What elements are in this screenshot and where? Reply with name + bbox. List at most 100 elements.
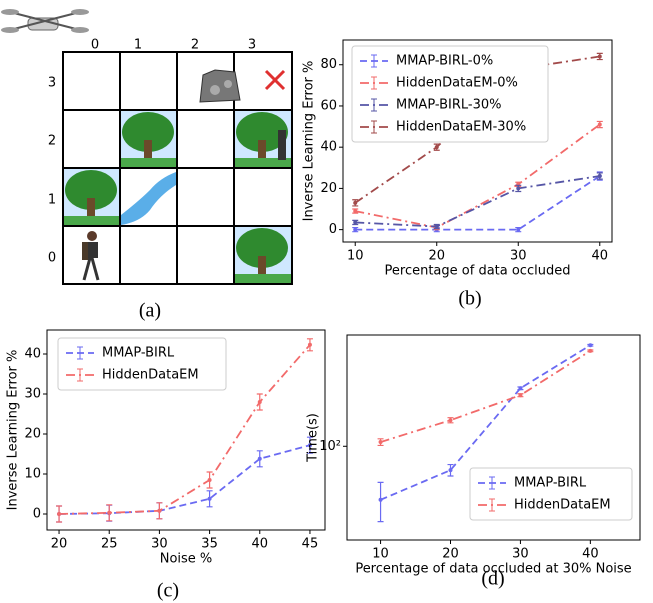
- point: [378, 440, 383, 445]
- point: [353, 220, 358, 225]
- point: [597, 54, 602, 59]
- error-bar: [377, 481, 384, 523]
- y-tick-label: 40: [24, 347, 41, 362]
- legend-swatch: [489, 498, 495, 512]
- x-tick-label: 40: [582, 547, 599, 562]
- x-tick-label: 30: [151, 537, 168, 552]
- x-tick-label: 20: [442, 547, 459, 562]
- x-tick-label: 30: [510, 249, 527, 264]
- series-line: [59, 344, 311, 515]
- caption: (c): [157, 580, 179, 602]
- series-line: [59, 444, 311, 515]
- point: [588, 348, 593, 353]
- x-tick-label: 20: [51, 537, 68, 552]
- legend-label: HiddenDataEM: [102, 368, 199, 383]
- x-tick-label: 35: [201, 537, 218, 552]
- y-axis-label: Time(s): [306, 413, 321, 463]
- point: [353, 209, 358, 214]
- legend-label: HiddenDataEM: [514, 498, 611, 513]
- point: [434, 224, 439, 229]
- series-line: [380, 344, 591, 501]
- tree-icon: [235, 227, 291, 283]
- point: [353, 227, 358, 232]
- y-axis-label: Inverse Learning Error %: [6, 350, 21, 511]
- x-tick-label: 10: [372, 547, 389, 562]
- point: [207, 496, 212, 501]
- x-tick-label: 25: [101, 537, 118, 552]
- column-label: 0: [91, 38, 99, 53]
- legend-label: MMAP-BIRL-0%: [396, 54, 493, 69]
- point: [378, 497, 383, 502]
- y-tick-label: 0: [33, 507, 41, 522]
- legend-swatch: [371, 120, 377, 134]
- legend-box: [57, 337, 227, 391]
- caption: (b): [458, 288, 481, 310]
- point: [57, 512, 62, 516]
- tree-icon: [235, 111, 291, 167]
- drone-icon: [1, 9, 89, 33]
- x-tick-label: 40: [251, 537, 268, 552]
- grid-world: 0 1 2 3 3 2 1 0: [1, 9, 293, 322]
- y-tick-label: 10²: [319, 439, 341, 454]
- point: [518, 393, 523, 398]
- x-tick-label: 20: [428, 249, 445, 264]
- y-tick-label: 40: [320, 140, 337, 155]
- legend-swatch: [371, 76, 377, 90]
- y-tick-label: 10: [24, 467, 41, 482]
- y-tick-label: 0: [329, 222, 337, 237]
- series-line: [380, 350, 591, 443]
- point: [353, 200, 358, 205]
- tree-icon: [64, 169, 119, 225]
- legend-swatch: [77, 346, 83, 360]
- legend-label: MMAP-BIRL: [102, 346, 175, 361]
- x-tick-label: 10: [347, 249, 364, 264]
- column-label: 3: [248, 38, 256, 53]
- column-label: 2: [191, 38, 199, 53]
- caption: (a): [139, 300, 161, 322]
- plot-frame: [346, 334, 641, 541]
- river-icon: [121, 172, 176, 225]
- legend-box: [469, 467, 633, 521]
- point: [257, 400, 262, 404]
- point: [448, 418, 453, 423]
- series-line: [355, 123, 601, 229]
- point: [588, 343, 593, 348]
- point: [307, 443, 312, 448]
- x-axis-label: Percentage of data occluded: [385, 264, 571, 279]
- point: [307, 342, 312, 347]
- point: [597, 122, 602, 127]
- series-line: [355, 175, 600, 228]
- goal-x: [264, 69, 286, 91]
- y-tick-label: 20: [320, 181, 337, 196]
- x-tick-label: 45: [302, 537, 319, 552]
- y-tick-label: 60: [320, 98, 337, 113]
- y-tick-label: 20: [24, 427, 41, 442]
- row-label: 2: [48, 134, 56, 149]
- x-tick-label: 40: [591, 249, 608, 264]
- point: [448, 468, 453, 473]
- y-axis-label: Inverse Learning Error %: [302, 61, 317, 222]
- legend-box: [351, 45, 549, 143]
- point: [257, 456, 262, 461]
- hiker-icon: [82, 231, 100, 281]
- point: [157, 508, 162, 513]
- y-tick-label: 80: [320, 57, 337, 72]
- legend-swatch: [371, 98, 377, 112]
- point: [597, 174, 602, 179]
- point: [516, 227, 521, 232]
- row-label: 1: [48, 193, 56, 208]
- point: [434, 145, 439, 150]
- tree-icon: [121, 111, 176, 167]
- legend-label: HiddenDataEM-30%: [396, 120, 526, 135]
- y-tick-label: 30: [24, 387, 41, 402]
- legend-label: HiddenDataEM-0%: [396, 76, 518, 91]
- point: [518, 386, 523, 391]
- caption: (d): [481, 568, 504, 590]
- row-label: 0: [48, 251, 56, 266]
- legend-label: MMAP-BIRL-30%: [396, 98, 502, 113]
- x-axis-label: Percentage of data occluded at 30% Noise: [355, 562, 631, 577]
- plot-frame: [46, 329, 326, 531]
- point: [107, 510, 112, 515]
- point: [207, 478, 212, 482]
